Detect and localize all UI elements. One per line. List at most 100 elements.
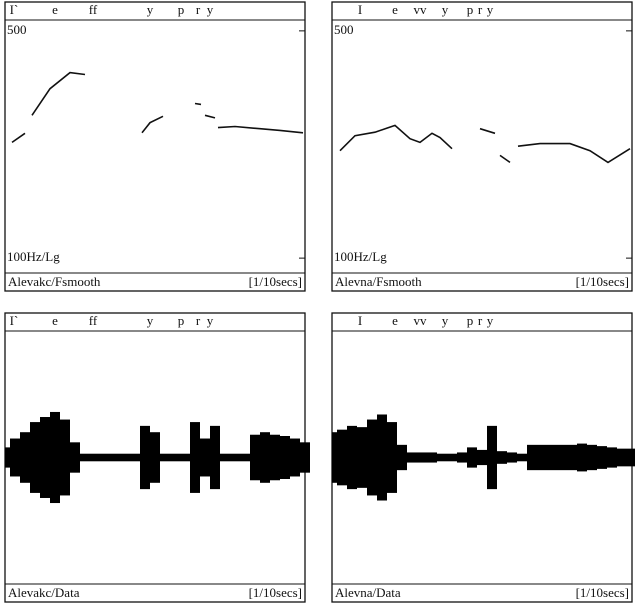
pitch-line <box>11 71 304 144</box>
segment-label: p <box>467 313 474 328</box>
waveform-envelope <box>497 451 507 464</box>
waveform-envelope <box>527 444 537 471</box>
segment-label: ff <box>89 2 98 17</box>
segment-label: p <box>467 2 474 17</box>
segment-label: e <box>392 2 398 17</box>
waveform-envelope <box>60 419 70 496</box>
waveform-envelope <box>90 453 100 462</box>
segment-label: y <box>442 313 449 328</box>
segment-label: r <box>478 313 483 328</box>
waveform-envelope <box>607 447 617 468</box>
waveform-envelope <box>407 452 417 463</box>
waveform-envelope <box>377 414 387 501</box>
waveform-envelope <box>120 453 130 462</box>
panel-title: Alevna/Fsmooth <box>335 274 422 289</box>
y-tick-label: 500 <box>7 22 27 37</box>
waveform-envelope <box>170 453 180 462</box>
waveform-envelope <box>270 434 280 481</box>
waveform-envelope <box>467 447 477 468</box>
segment-label: I <box>358 2 362 17</box>
waveform-envelope <box>617 448 627 467</box>
waveform-envelope <box>30 422 40 493</box>
waveform-envelope <box>417 452 427 463</box>
panel-title: Alevna/Data <box>335 585 401 600</box>
segment-label: ff <box>89 313 98 328</box>
waveform-envelope <box>627 448 635 467</box>
x-unit-label: [1/10secs] <box>576 585 629 600</box>
waveform-envelope <box>40 417 50 498</box>
segment-label: e <box>392 313 398 328</box>
waveform-envelope <box>427 452 437 463</box>
waveform-envelope <box>260 432 270 483</box>
x-unit-label: [1/10secs] <box>249 585 302 600</box>
waveform-envelope <box>280 435 290 480</box>
waveform-envelope <box>457 452 467 463</box>
waveform-envelope <box>20 432 30 483</box>
segment-label: y <box>442 2 449 17</box>
waveform-envelope <box>10 438 20 477</box>
segment-label: vv <box>414 2 428 17</box>
waveform-envelope <box>200 438 210 477</box>
waveform-envelope <box>70 442 80 473</box>
segment-label: y <box>147 313 154 328</box>
segment-label: y <box>147 2 154 17</box>
segment-label: r <box>196 2 201 17</box>
pitch-line <box>339 124 631 164</box>
waveform-envelope <box>160 453 170 462</box>
waveform-envelope <box>547 444 557 471</box>
segment-label: I` <box>10 313 19 328</box>
segment-label: y <box>207 313 214 328</box>
waveform-envelope <box>597 446 607 469</box>
panel-frame <box>4 1 306 292</box>
waveform-envelope <box>477 449 487 466</box>
panel-title: Alevakc/Fsmooth <box>8 274 101 289</box>
segment-label: p <box>178 313 185 328</box>
segment-label: vv <box>414 313 428 328</box>
waveform-envelope <box>387 422 397 493</box>
waveform-envelope <box>220 453 230 462</box>
waveform-envelope <box>300 442 310 473</box>
waveform-envelope <box>367 419 377 496</box>
waveform-envelope <box>337 429 347 486</box>
waveform-envelope <box>437 453 447 462</box>
segment-label: I <box>358 313 362 328</box>
waveform-envelope <box>80 453 90 462</box>
waveform-envelope <box>537 444 547 471</box>
waveform-envelope <box>557 444 567 471</box>
segment-label: p <box>178 2 185 17</box>
y-tick-label: 100Hz/Lg <box>7 249 60 264</box>
y-tick-label: 100Hz/Lg <box>334 249 387 264</box>
waveform-envelope <box>397 444 407 471</box>
waveform-envelope <box>567 444 577 471</box>
waveform-envelope <box>210 425 220 490</box>
waveform-envelope <box>240 453 250 462</box>
waveform-envelope <box>577 443 587 472</box>
segment-label: y <box>487 2 494 17</box>
waveform-envelope <box>487 425 497 490</box>
segment-label: r <box>196 313 201 328</box>
y-tick-label: 500 <box>334 22 354 37</box>
waveform-envelope <box>517 453 527 462</box>
waveform-envelope <box>507 452 517 463</box>
segment-label: r <box>478 2 483 17</box>
x-unit-label: [1/10secs] <box>576 274 629 289</box>
waveform-envelope <box>150 432 160 483</box>
waveform-envelope <box>587 444 597 471</box>
segment-label: I` <box>10 2 19 17</box>
waveform-envelope <box>180 453 190 462</box>
waveform-envelope <box>230 453 240 462</box>
waveform-envelope <box>347 425 357 490</box>
segment-label: e <box>52 2 58 17</box>
waveform-envelope <box>290 438 300 477</box>
waveform-envelope <box>100 453 110 462</box>
waveform-envelope <box>50 411 60 504</box>
waveform-envelope <box>190 422 200 493</box>
waveform-envelope <box>447 453 457 462</box>
waveform-envelope <box>140 425 150 490</box>
segment-label: e <box>52 313 58 328</box>
panel-title: Alevakc/Data <box>8 585 80 600</box>
waveform-envelope <box>110 453 120 462</box>
waveform-envelope <box>250 434 260 481</box>
waveform-envelope <box>357 427 367 488</box>
